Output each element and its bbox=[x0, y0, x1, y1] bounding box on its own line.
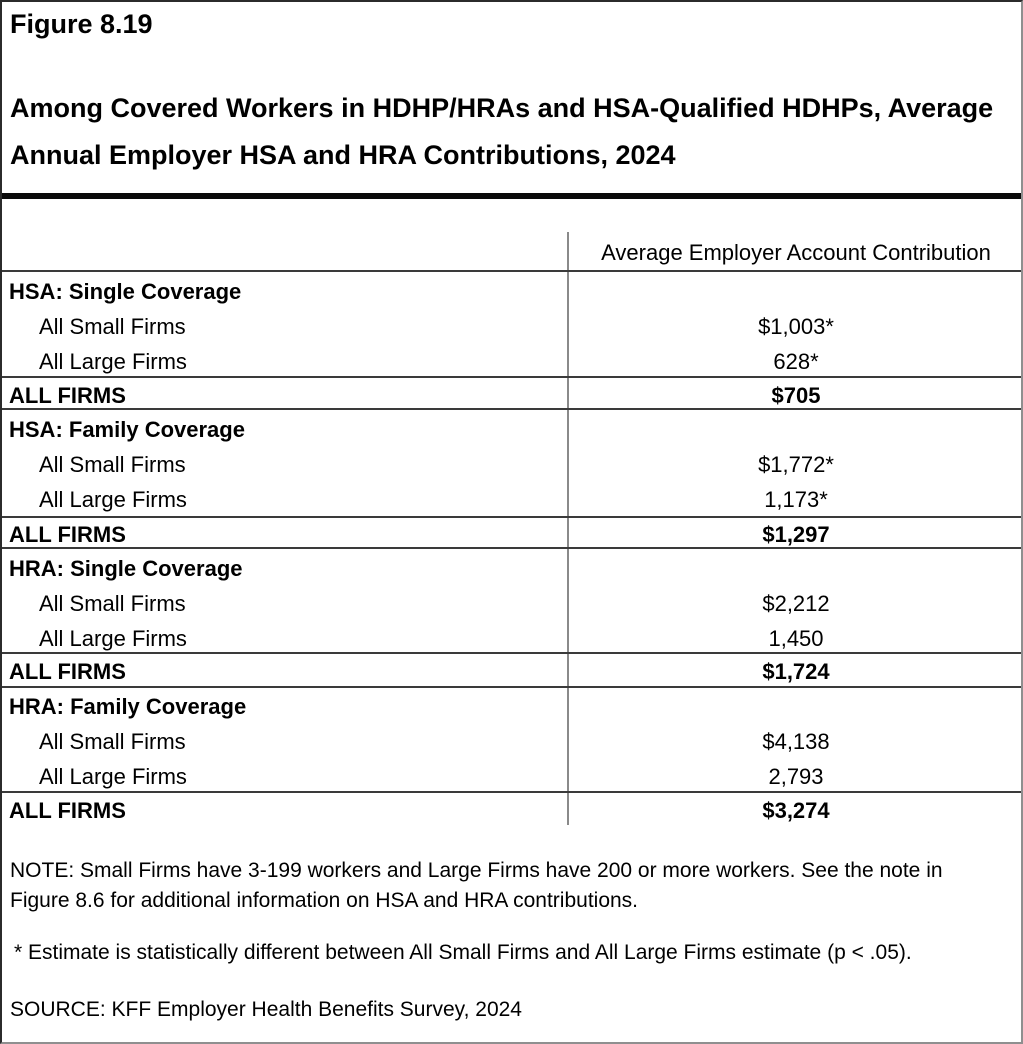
total-top-rule-4 bbox=[2, 791, 1021, 793]
row-label: All Small Firms bbox=[39, 591, 186, 616]
row-value: $1,772* bbox=[758, 452, 834, 477]
table-row-total: ALL FIRMS $1,724 bbox=[2, 659, 1021, 693]
row-label: All Small Firms bbox=[39, 729, 186, 754]
row-label: All Large Firms bbox=[39, 487, 187, 512]
total-bottom-rule-2 bbox=[2, 547, 1021, 549]
table-row: All Large Firms 2,793 bbox=[2, 764, 1021, 798]
table-row-section-header: HRA: Single Coverage bbox=[2, 556, 1021, 590]
row-value: 1,173* bbox=[764, 487, 828, 512]
total-top-rule-1 bbox=[2, 376, 1021, 378]
table-row-total: ALL FIRMS $3,274 bbox=[2, 798, 1021, 832]
row-label: All Large Firms bbox=[39, 626, 187, 651]
header-bottom-rule bbox=[2, 270, 1021, 272]
total-top-rule-2 bbox=[2, 516, 1021, 518]
significance-note-text: * Estimate is statistically different be… bbox=[14, 941, 912, 964]
table-row-section-header: HRA: Family Coverage bbox=[2, 694, 1021, 728]
total-label: ALL FIRMS bbox=[9, 659, 126, 684]
table-row: All Large Firms 1,173* bbox=[2, 487, 1021, 521]
table-row-total: ALL FIRMS $705 bbox=[2, 383, 1021, 417]
row-value: 628* bbox=[773, 349, 819, 374]
total-top-rule-3 bbox=[2, 652, 1021, 654]
table-row-total: ALL FIRMS $1,297 bbox=[2, 522, 1021, 556]
total-label: ALL FIRMS bbox=[9, 522, 126, 547]
total-value: $1,724 bbox=[762, 659, 830, 684]
table-row: All Large Firms 1,450 bbox=[2, 626, 1021, 660]
section-header-label: HSA: Single Coverage bbox=[9, 279, 242, 304]
row-value: 1,450 bbox=[768, 626, 824, 651]
row-value: $2,212 bbox=[762, 591, 830, 616]
table-row-section-header: HSA: Family Coverage bbox=[2, 417, 1021, 451]
section-header-label: HSA: Family Coverage bbox=[9, 417, 245, 442]
row-label: All Large Firms bbox=[39, 349, 187, 374]
row-value: 2,793 bbox=[768, 764, 824, 789]
source-text: SOURCE: KFF Employer Health Benefits Sur… bbox=[10, 998, 522, 1021]
total-label: ALL FIRMS bbox=[9, 383, 126, 408]
table-row: All Small Firms $4,138 bbox=[2, 729, 1021, 763]
section-header-label: HRA: Single Coverage bbox=[9, 556, 243, 581]
table-row: All Small Firms $1,003* bbox=[2, 314, 1021, 348]
value-column-header: Average Employer Account Contribution bbox=[601, 240, 991, 265]
total-bottom-rule-3 bbox=[2, 686, 1021, 688]
figure-title: Among Covered Workers in HDHP/HRAs and H… bbox=[10, 93, 994, 170]
note-text: NOTE: Small Firms have 3-199 workers and… bbox=[10, 859, 943, 912]
section-header-label: HRA: Family Coverage bbox=[9, 694, 247, 719]
total-value: $1,297 bbox=[762, 522, 830, 547]
figure-label: Figure 8.19 bbox=[10, 9, 153, 39]
total-value: $3,274 bbox=[762, 798, 830, 823]
row-value: $1,003* bbox=[758, 314, 834, 339]
row-label: All Small Firms bbox=[39, 452, 186, 477]
total-bottom-rule-1 bbox=[2, 408, 1021, 410]
total-value: $705 bbox=[771, 383, 821, 408]
row-label: All Large Firms bbox=[39, 764, 187, 789]
column-divider-line bbox=[567, 232, 569, 825]
table-row: All Small Firms $1,772* bbox=[2, 452, 1021, 486]
total-label: ALL FIRMS bbox=[9, 798, 126, 823]
table-row: All Large Firms 628* bbox=[2, 349, 1021, 383]
title-divider-rule bbox=[2, 193, 1021, 199]
row-value: $4,138 bbox=[762, 729, 830, 754]
row-label: All Small Firms bbox=[39, 314, 186, 339]
table-row-section-header: HSA: Single Coverage bbox=[2, 279, 1021, 313]
table-row: All Small Firms $2,212 bbox=[2, 591, 1021, 625]
